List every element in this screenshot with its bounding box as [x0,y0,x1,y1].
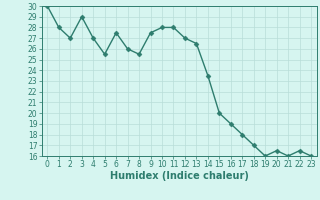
X-axis label: Humidex (Indice chaleur): Humidex (Indice chaleur) [110,171,249,181]
